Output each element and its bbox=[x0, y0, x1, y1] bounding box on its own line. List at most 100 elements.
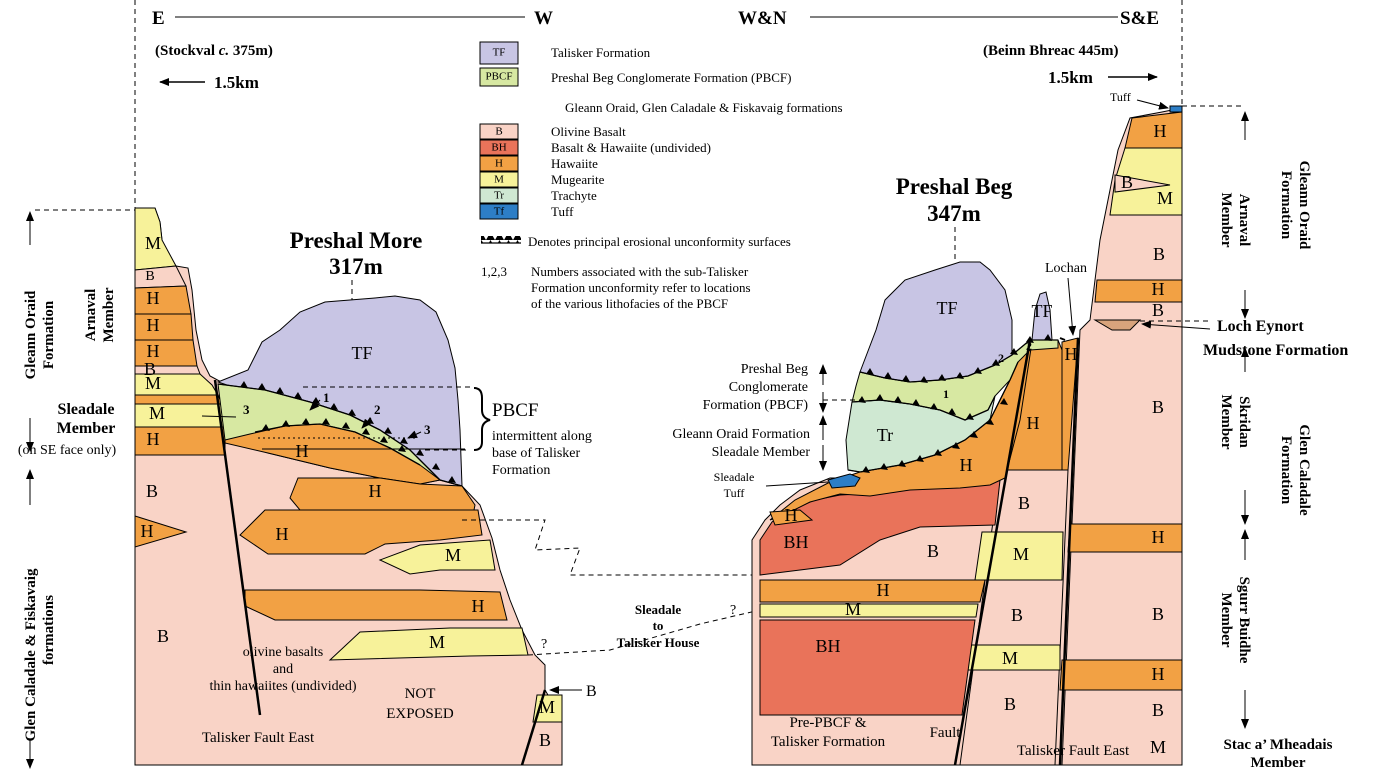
right-pbcf-label-1: Preshal Beg bbox=[741, 362, 808, 377]
right-mid-m bbox=[974, 531, 1064, 581]
legend-tuff-swatch bbox=[479, 203, 519, 220]
right-stac-member: Stac a’ Mheadais bbox=[1224, 737, 1333, 753]
left-m-tongue-2 bbox=[328, 627, 529, 661]
right-bh-lower bbox=[759, 619, 976, 716]
legend-tr-label: Trachyte bbox=[551, 188, 597, 203]
legend-numbers-line3: of the various lithofacies of the PBCF bbox=[531, 296, 728, 311]
right-tuff-label-1: Sleadale bbox=[714, 470, 755, 484]
left-pbcf-num-2: 2 bbox=[374, 402, 381, 417]
lochan-label: Lochan bbox=[1045, 261, 1087, 276]
right-unit-h-narrow: H bbox=[1065, 344, 1078, 364]
left-unconformity-lower bbox=[254, 423, 421, 466]
right-tuff-top-label: Tuff bbox=[1110, 90, 1131, 104]
right-talisker-hill bbox=[859, 261, 1013, 383]
right-cross-section: TF TF Tr H H H H BH B H M BH B M B M B H… bbox=[672, 90, 1348, 771]
left-olivine-note-3: thin hawaiites (undivided) bbox=[210, 679, 357, 694]
left-h-band-2 bbox=[134, 313, 194, 341]
right-tuff-top bbox=[1169, 105, 1183, 113]
right-unit-m-mid-2: M bbox=[1002, 648, 1018, 668]
pbcf-note-1: intermittent along bbox=[492, 429, 592, 444]
left-unit-b-thin: B bbox=[145, 269, 154, 284]
center-correlation: Sleadale to Talisker House ? bbox=[462, 519, 761, 656]
left-unit-b-2: B bbox=[157, 626, 169, 646]
right-column-basalt bbox=[1061, 107, 1183, 766]
not-exposed-2: EXPOSED bbox=[386, 706, 454, 722]
right-reference: (Beinn Bhreac 445m) bbox=[983, 43, 1119, 59]
right-unit-tr: Tr bbox=[877, 425, 893, 445]
left-sleadale-member-2: Member bbox=[57, 420, 116, 437]
direction-e: E bbox=[152, 8, 165, 29]
right-glen-caladale-formation-2: Formation bbox=[1278, 436, 1294, 505]
pbcf-note-3: Formation bbox=[492, 463, 550, 478]
legend-tr-swatch bbox=[479, 187, 519, 204]
right-skridan-member: Skridan bbox=[1236, 396, 1252, 448]
right-unit-m-bottom: M bbox=[1150, 737, 1166, 757]
legend-tf-swatch bbox=[479, 41, 519, 65]
right-h-upper bbox=[1094, 279, 1183, 303]
legend-h-label: Hawaiite bbox=[551, 156, 598, 171]
right-unit-tf: TF bbox=[936, 298, 957, 318]
right-gleann-oraid-formation: Gleann Oraid bbox=[1296, 161, 1312, 250]
legend-tr-code: Tr bbox=[494, 190, 504, 202]
legend-m-swatch bbox=[479, 171, 519, 188]
direction-w: W bbox=[534, 8, 553, 29]
left-reference: (Stockval c. 375m) bbox=[155, 43, 273, 59]
right-peak-height: 347m bbox=[927, 201, 981, 226]
right-unit-h-small: H bbox=[785, 505, 798, 525]
left-b-pointer: B bbox=[586, 683, 597, 700]
legend-unconformity-symbol bbox=[481, 236, 521, 244]
legend-b-code: B bbox=[495, 126, 502, 138]
left-arnaval-member-2: Member bbox=[101, 287, 117, 342]
right-pbcf-label-3: Formation (PBCF) bbox=[703, 398, 809, 413]
right-unit-b-2: B bbox=[1152, 300, 1164, 320]
left-pbcf-num-3b: 3 bbox=[424, 422, 431, 437]
pbcf-title: PBCF bbox=[492, 400, 538, 421]
left-unit-m-t2: M bbox=[429, 632, 445, 652]
left-cross-section: M B H H H B M M H B H B TF H H H M H M M… bbox=[18, 207, 597, 769]
left-h-wedge bbox=[134, 515, 188, 548]
right-sgurr-buidhe-member-2: Member bbox=[1218, 593, 1234, 648]
right-unit-h-upper: H bbox=[1152, 279, 1165, 299]
right-narrow-h bbox=[1061, 337, 1079, 471]
left-fault-label: Talisker Fault East bbox=[202, 730, 315, 746]
legend-b-label: Olivine Basalt bbox=[551, 124, 626, 139]
left-gleann-oraid-formation: Gleann Oraid bbox=[23, 290, 39, 379]
left-unit-h-2: H bbox=[147, 315, 160, 335]
legend-m-label: Mugearite bbox=[551, 172, 605, 187]
left-unit-h-t2: H bbox=[276, 524, 289, 544]
legend-pbcf: PBCF Preshal Beg Conglomerate Formation … bbox=[479, 67, 791, 87]
legend-tf-label: Talisker Formation bbox=[551, 45, 651, 60]
left-unit-m-top: M bbox=[145, 233, 161, 253]
left-olivine-note-1: olivine basalts bbox=[243, 645, 324, 660]
left-scale-label: 1.5km bbox=[214, 73, 259, 92]
pbcf-bracket bbox=[473, 387, 491, 451]
legend-numbers-line1: Numbers associated with the sub-Talisker bbox=[531, 264, 749, 279]
right-unit-b-4: B bbox=[1152, 604, 1164, 624]
right-stac-member-2: Member bbox=[1251, 755, 1306, 771]
left-h-tongue-3 bbox=[244, 589, 508, 621]
right-unit-b-mid-2: B bbox=[1011, 605, 1023, 625]
right-arnaval-member: Arnaval bbox=[1236, 194, 1252, 247]
left-sleadale-member: Sleadale bbox=[58, 401, 115, 418]
right-pbcf-num-1: 1 bbox=[943, 387, 949, 401]
legend-bh-code: BH bbox=[491, 142, 506, 154]
pbcf-note-2: base of Talisker bbox=[492, 446, 581, 461]
right-tuff-label-2: Tuff bbox=[724, 486, 745, 500]
right-unit-h-low: H bbox=[1152, 664, 1165, 684]
sleadale-to-label-3: Talisker House bbox=[617, 635, 700, 650]
legend: TF Talisker Formation PBCF Preshal Beg C… bbox=[479, 41, 843, 311]
right-skridan-member-2: Member bbox=[1218, 395, 1234, 450]
legend-bh-label: Basalt & Hawaiite (undivided) bbox=[551, 140, 711, 155]
right-unit-h-thin: H bbox=[877, 580, 890, 600]
left-unit-h-t1: H bbox=[369, 481, 382, 501]
right-unit-bh-2: BH bbox=[815, 636, 840, 656]
left-h-tongue-2 bbox=[239, 509, 483, 555]
right-arnaval-member-2: Member bbox=[1218, 193, 1234, 248]
right-unit-bh-1: BH bbox=[783, 532, 808, 552]
legend-unconformity-label: Denotes principal erosional unconformity… bbox=[528, 234, 791, 249]
right-unit-h-top: H bbox=[1154, 121, 1167, 141]
legend-h-code: H bbox=[495, 158, 503, 170]
right-fault-east-label: Talisker Fault East bbox=[1017, 743, 1130, 759]
right-h-small bbox=[769, 509, 814, 526]
legend-tf: TF Talisker Formation bbox=[479, 41, 651, 65]
